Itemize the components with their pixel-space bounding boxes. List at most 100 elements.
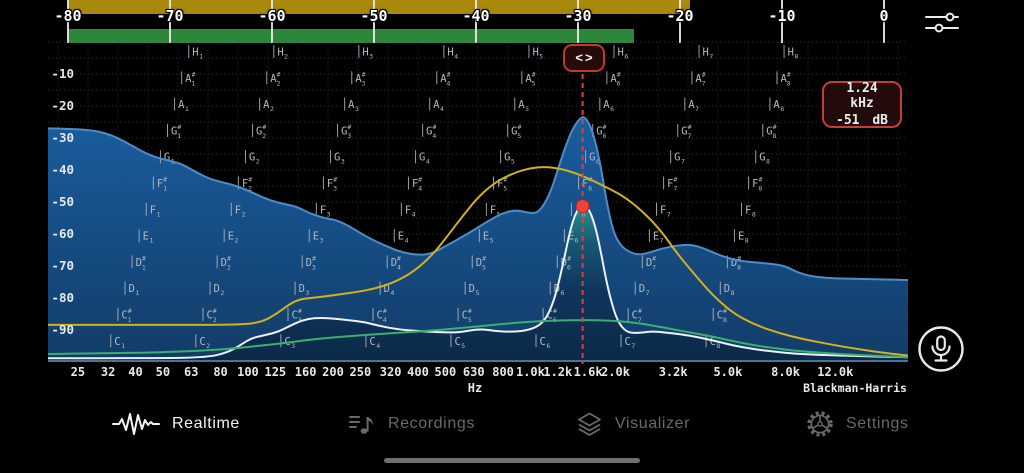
svg-text:200: 200 bbox=[322, 365, 344, 379]
meter-tick-label: -30 bbox=[564, 7, 592, 25]
note-label: A# 5 bbox=[525, 70, 535, 87]
note-label: G4 bbox=[419, 152, 430, 166]
meter-tick-label: -40 bbox=[462, 7, 490, 25]
svg-text:125: 125 bbox=[264, 365, 286, 379]
nav-realtime[interactable]: Realtime bbox=[112, 402, 240, 446]
svg-text:160: 160 bbox=[295, 365, 317, 379]
note-label: D7 bbox=[639, 283, 650, 297]
note-label: C8 bbox=[710, 336, 721, 350]
note-label: F4 bbox=[405, 204, 416, 218]
spectrum-canvas[interactable]: H1 H2 H3 H4 H5 H6 H7 H8 A# 1 A# 2 A# 3 A# 4 A# 5 A# 6 A# 7 A# 8… bbox=[0, 0, 1024, 400]
nav-recordings[interactable]: Recordings bbox=[348, 402, 475, 446]
note-label: G# 6 bbox=[596, 123, 606, 140]
svg-text:-60: -60 bbox=[51, 226, 74, 241]
note-label: F# 5 bbox=[497, 176, 507, 193]
microphone-button[interactable] bbox=[917, 325, 965, 373]
note-label: E7 bbox=[653, 231, 664, 245]
svg-text:-10: -10 bbox=[51, 66, 74, 81]
note-label: G3 bbox=[334, 152, 345, 166]
note-label: E6 bbox=[568, 231, 579, 245]
nav-visualizer[interactable]: Visualizer bbox=[576, 402, 690, 446]
sliders-icon bbox=[925, 12, 959, 33]
note-label: A1 bbox=[178, 99, 189, 113]
spectrum-area bbox=[48, 117, 908, 362]
note-label: A# 8 bbox=[780, 70, 790, 87]
cursor-marker[interactable] bbox=[575, 199, 590, 214]
note-label: D4 bbox=[384, 283, 395, 297]
home-indicator[interactable] bbox=[384, 458, 640, 463]
readout-frequency: 1.24 kHz bbox=[846, 81, 878, 111]
note-label: D6 bbox=[554, 283, 565, 297]
microphone-icon bbox=[918, 326, 964, 372]
y-axis-labels: -10 -20 -30 -40 -50 -60 -70 -80 -90 bbox=[51, 66, 74, 337]
meter-tick-label: -70 bbox=[156, 7, 184, 25]
note-label: D2 bbox=[214, 283, 225, 297]
note-label: F8 bbox=[745, 204, 756, 218]
note-label: C# 2 bbox=[206, 307, 216, 324]
svg-text:100: 100 bbox=[237, 365, 259, 379]
note-label: G# 7 bbox=[681, 123, 691, 140]
waveform-icon bbox=[112, 413, 160, 435]
meter-tick bbox=[679, 0, 681, 43]
svg-text:8.0k: 8.0k bbox=[771, 365, 801, 379]
note-label: C# 3 bbox=[291, 307, 301, 324]
note-label: H1 bbox=[192, 47, 203, 61]
peak-level-bar bbox=[68, 0, 691, 14]
svg-text:1.6k: 1.6k bbox=[574, 365, 604, 379]
note-label: C7 bbox=[625, 336, 636, 350]
svg-text:-30: -30 bbox=[51, 130, 74, 145]
note-label: G8 bbox=[759, 152, 770, 166]
tune-sliders-button[interactable] bbox=[920, 6, 964, 40]
note-label: F2 bbox=[235, 204, 246, 218]
svg-text:50: 50 bbox=[156, 365, 170, 379]
nav-label: Settings bbox=[846, 415, 909, 432]
note-label: H5 bbox=[532, 47, 543, 61]
note-label: A2 bbox=[263, 99, 274, 113]
nav-label: Recordings bbox=[388, 415, 475, 432]
cursor-handle-button[interactable]: <> bbox=[563, 44, 605, 72]
meter-tick-label: 0 bbox=[879, 7, 889, 25]
note-label: A# 4 bbox=[440, 70, 450, 87]
readout-level: -51 dB bbox=[836, 113, 888, 128]
note-label: C# 5 bbox=[462, 307, 472, 324]
note-label: F# 2 bbox=[242, 176, 252, 193]
meter-tick-label: -80 bbox=[54, 7, 82, 25]
note-label: D# 7 bbox=[646, 254, 656, 271]
meter-tick bbox=[169, 0, 171, 43]
note-label: F1 bbox=[150, 204, 161, 218]
svg-text:-80: -80 bbox=[51, 290, 74, 305]
note-label: H6 bbox=[617, 47, 628, 61]
note-label: F# 1 bbox=[157, 176, 167, 193]
note-label: C6 bbox=[540, 336, 551, 350]
note-label: G# 5 bbox=[511, 123, 521, 140]
note-label: G1 bbox=[164, 152, 175, 166]
nav-settings[interactable]: Settings bbox=[806, 402, 909, 446]
note-label: F# 7 bbox=[667, 176, 677, 193]
svg-text:-20: -20 bbox=[51, 98, 74, 113]
note-label: A5 bbox=[518, 99, 529, 113]
nav-label: Realtime bbox=[172, 415, 240, 432]
svg-text:63: 63 bbox=[184, 365, 198, 379]
rms-level-bar bbox=[68, 29, 635, 43]
note-label: C# 8 bbox=[717, 307, 727, 324]
svg-text:800: 800 bbox=[492, 365, 514, 379]
note-label: C2 bbox=[199, 336, 210, 350]
note-label: E8 bbox=[738, 231, 749, 245]
note-label: H8 bbox=[788, 47, 799, 61]
meter-tick bbox=[67, 0, 69, 43]
svg-text:1.2k: 1.2k bbox=[543, 365, 573, 379]
note-label: E2 bbox=[228, 231, 239, 245]
note-label: H4 bbox=[447, 47, 458, 61]
weighting-curve bbox=[48, 166, 909, 357]
meter-tick-label: -20 bbox=[666, 7, 694, 25]
note-label: E3 bbox=[313, 231, 324, 245]
note-label: A# 1 bbox=[185, 70, 195, 87]
note-label: F7 bbox=[660, 204, 671, 218]
note-label: F# 8 bbox=[752, 176, 762, 193]
gear-icon bbox=[807, 411, 833, 437]
note-label: G# 1 bbox=[171, 123, 181, 140]
meter-tick-label: -50 bbox=[360, 7, 388, 25]
note-label: D# 6 bbox=[561, 254, 571, 271]
note-label: H7 bbox=[703, 47, 714, 61]
